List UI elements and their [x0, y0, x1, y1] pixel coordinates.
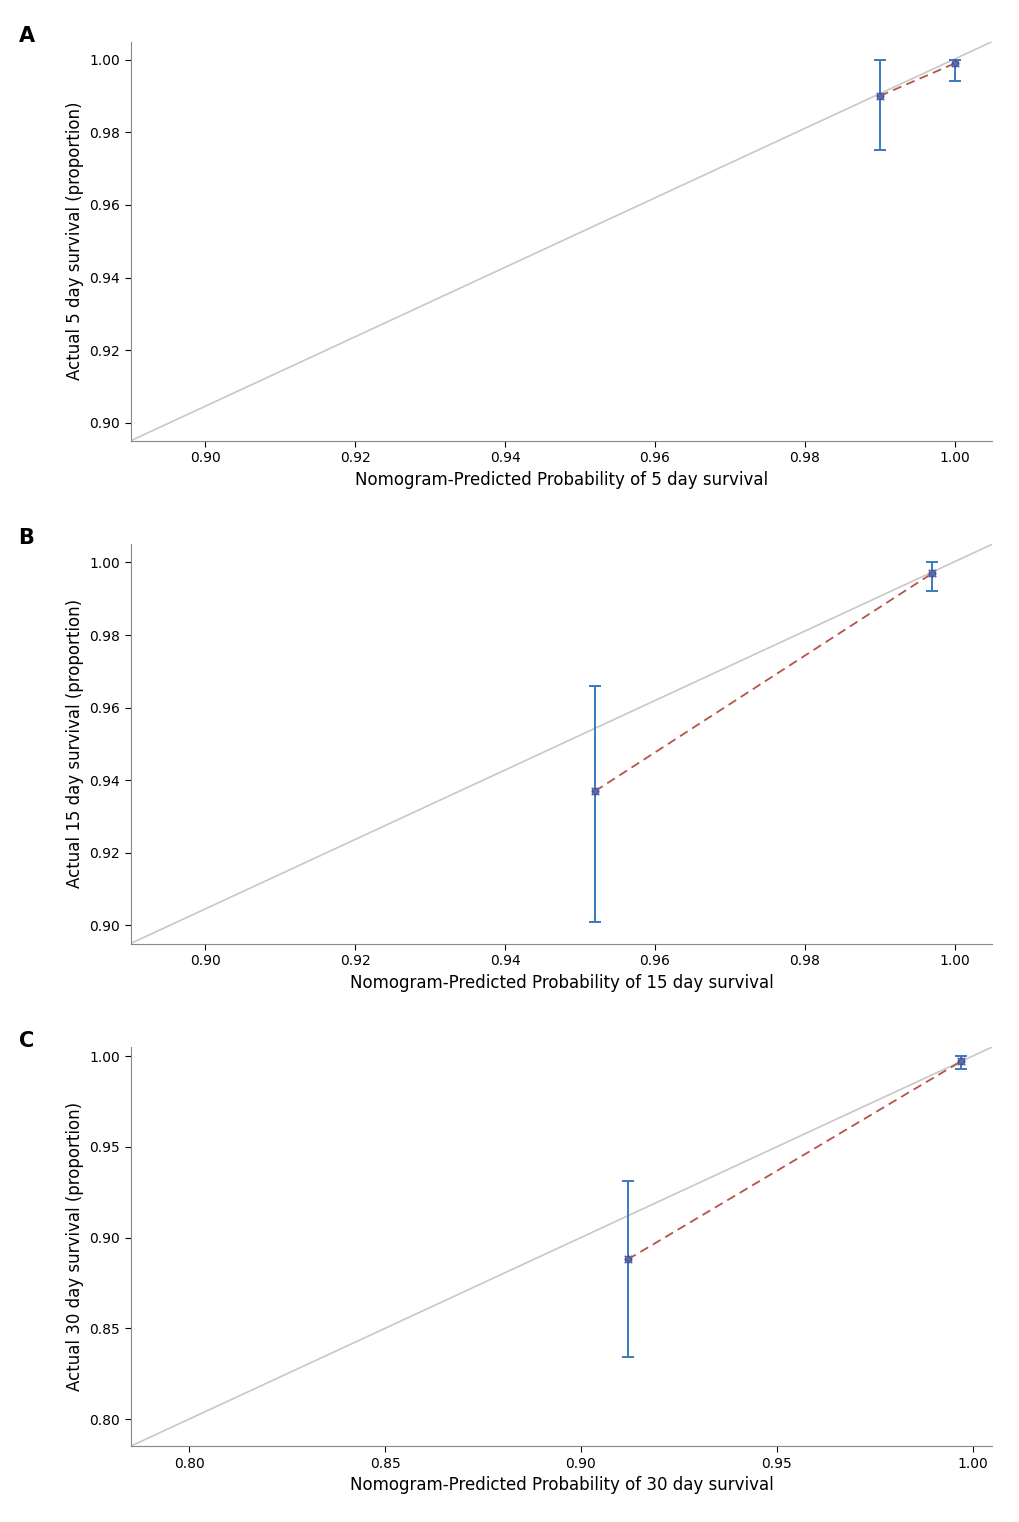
Y-axis label: Actual 30 day survival (proportion): Actual 30 day survival (proportion): [66, 1102, 84, 1391]
X-axis label: Nomogram-Predicted Probability of 30 day survival: Nomogram-Predicted Probability of 30 day…: [350, 1476, 772, 1495]
Point: [620, 1247, 636, 1271]
Text: B: B: [18, 528, 35, 548]
X-axis label: Nomogram-Predicted Probability of 15 day survival: Nomogram-Predicted Probability of 15 day…: [350, 974, 772, 991]
Point: [946, 52, 962, 76]
Point: [871, 84, 888, 108]
Point: [586, 779, 602, 804]
Point: [871, 84, 888, 108]
Point: [952, 1049, 968, 1073]
Text: C: C: [18, 1030, 34, 1052]
X-axis label: Nomogram-Predicted Probability of 5 day survival: Nomogram-Predicted Probability of 5 day …: [355, 470, 767, 489]
Y-axis label: Actual 5 day survival (proportion): Actual 5 day survival (proportion): [65, 102, 84, 380]
Point: [586, 779, 602, 804]
Point: [620, 1247, 636, 1271]
Point: [923, 562, 940, 586]
Point: [946, 52, 962, 76]
Point: [923, 562, 940, 586]
Y-axis label: Actual 15 day survival (proportion): Actual 15 day survival (proportion): [65, 600, 84, 889]
Text: A: A: [18, 26, 35, 46]
Point: [952, 1049, 968, 1073]
